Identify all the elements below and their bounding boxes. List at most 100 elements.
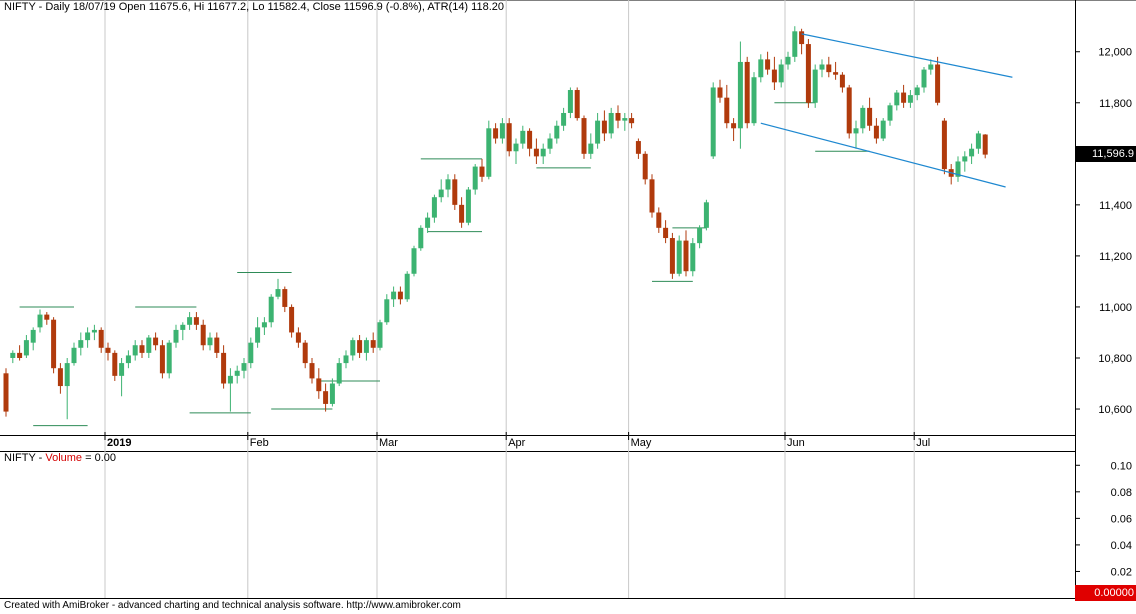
candle-down — [452, 174, 458, 210]
candle-down — [799, 28, 805, 55]
candle-down — [935, 56, 941, 106]
candle-body — [581, 118, 587, 154]
candle-up — [880, 118, 886, 142]
candle-down — [309, 357, 315, 384]
candle-body — [323, 391, 329, 404]
candle-down — [731, 118, 737, 142]
candle-up — [30, 327, 36, 351]
candle-body — [377, 322, 383, 348]
last-volume-label: 0.00000 — [1075, 585, 1136, 601]
candle-body — [411, 248, 417, 274]
candle-up — [710, 82, 716, 159]
month-label: 2019 — [107, 437, 131, 449]
candle-body — [3, 373, 9, 412]
candle-up — [520, 125, 526, 149]
candle-down — [629, 112, 635, 129]
candle-up — [255, 317, 261, 348]
candle-up — [907, 90, 913, 108]
candle-body — [221, 352, 227, 384]
candle-body — [30, 329, 36, 343]
candlestick-series — [3, 26, 988, 420]
candle-down — [717, 79, 723, 103]
candle-up — [540, 143, 546, 165]
candle-body — [629, 118, 635, 124]
candle-up — [268, 294, 274, 328]
candle-body — [289, 306, 295, 333]
candle-body — [839, 74, 845, 88]
candle-body — [982, 134, 988, 155]
volume-tick-label: 0.04 — [1111, 540, 1132, 552]
candle-down — [493, 123, 499, 144]
candle-down — [159, 340, 165, 379]
candle-down — [112, 350, 118, 381]
candle-up — [608, 107, 614, 139]
candle-down — [323, 383, 329, 412]
candle-body — [690, 243, 696, 272]
candle-body — [309, 363, 315, 379]
candle-body — [649, 179, 655, 213]
candle-body — [737, 61, 743, 129]
candle-up — [85, 327, 91, 348]
candle-down — [459, 197, 465, 228]
candle-down — [506, 118, 512, 157]
candle-body — [867, 107, 873, 126]
candle-down — [98, 327, 104, 353]
candle-down — [574, 87, 580, 121]
candle-body — [758, 59, 764, 78]
candle-up — [812, 64, 818, 108]
candle-up — [499, 118, 505, 144]
candle-body — [187, 317, 193, 325]
candle-body — [119, 363, 125, 376]
candle-body — [431, 197, 437, 218]
candle-up — [894, 90, 900, 111]
candle-body — [853, 128, 859, 134]
candle-body — [635, 141, 641, 154]
y-tick-label: 11,400 — [1099, 200, 1132, 212]
candle-up — [71, 342, 77, 366]
candle-body — [486, 128, 492, 177]
candle-down — [656, 207, 662, 233]
candle-body — [873, 125, 879, 139]
candle-up — [595, 112, 601, 149]
candle-body — [860, 107, 866, 129]
candle-body — [792, 31, 798, 57]
candle-body — [765, 59, 771, 70]
candle-body — [261, 322, 267, 328]
candle-up — [703, 199, 709, 231]
candle-body — [493, 128, 499, 139]
candle-body — [404, 273, 410, 300]
candle-up — [411, 245, 417, 277]
candle-down — [57, 363, 63, 394]
candle-body — [819, 64, 825, 70]
candle-body — [132, 345, 138, 356]
candle-body — [921, 69, 927, 88]
price-y-axis: 10,60010,80011,00011,20011,40011,60011,8… — [1075, 47, 1132, 416]
candle-down — [221, 345, 227, 389]
candle-down — [669, 232, 675, 279]
candle-up — [547, 133, 553, 154]
candle-up — [234, 365, 240, 384]
candle-up — [513, 138, 519, 165]
candle-up — [751, 72, 757, 126]
y-tick-label: 11,200 — [1099, 251, 1132, 263]
volume-tick-label: 0.02 — [1111, 566, 1132, 578]
candle-body — [846, 87, 852, 134]
candle-down — [635, 138, 641, 159]
candle-body — [438, 189, 444, 198]
month-label: Jul — [916, 437, 930, 449]
candle-body — [465, 189, 471, 223]
candle-body — [295, 332, 301, 343]
volume-tick-label: 0.06 — [1111, 513, 1132, 525]
y-tick-label: 12,000 — [1098, 47, 1132, 59]
candle-body — [85, 332, 91, 341]
month-axis: 2019 Feb Mar Apr May Jun Jul — [104, 432, 930, 449]
candle-up — [819, 59, 825, 78]
y-tick-label: 10,600 — [1098, 404, 1132, 416]
candle-up — [561, 107, 567, 131]
candle-body — [561, 112, 567, 126]
candle-up — [554, 120, 560, 144]
candle-down — [642, 151, 648, 185]
candle-up — [91, 324, 97, 341]
candle-body — [445, 179, 451, 190]
candle-up — [588, 133, 594, 159]
